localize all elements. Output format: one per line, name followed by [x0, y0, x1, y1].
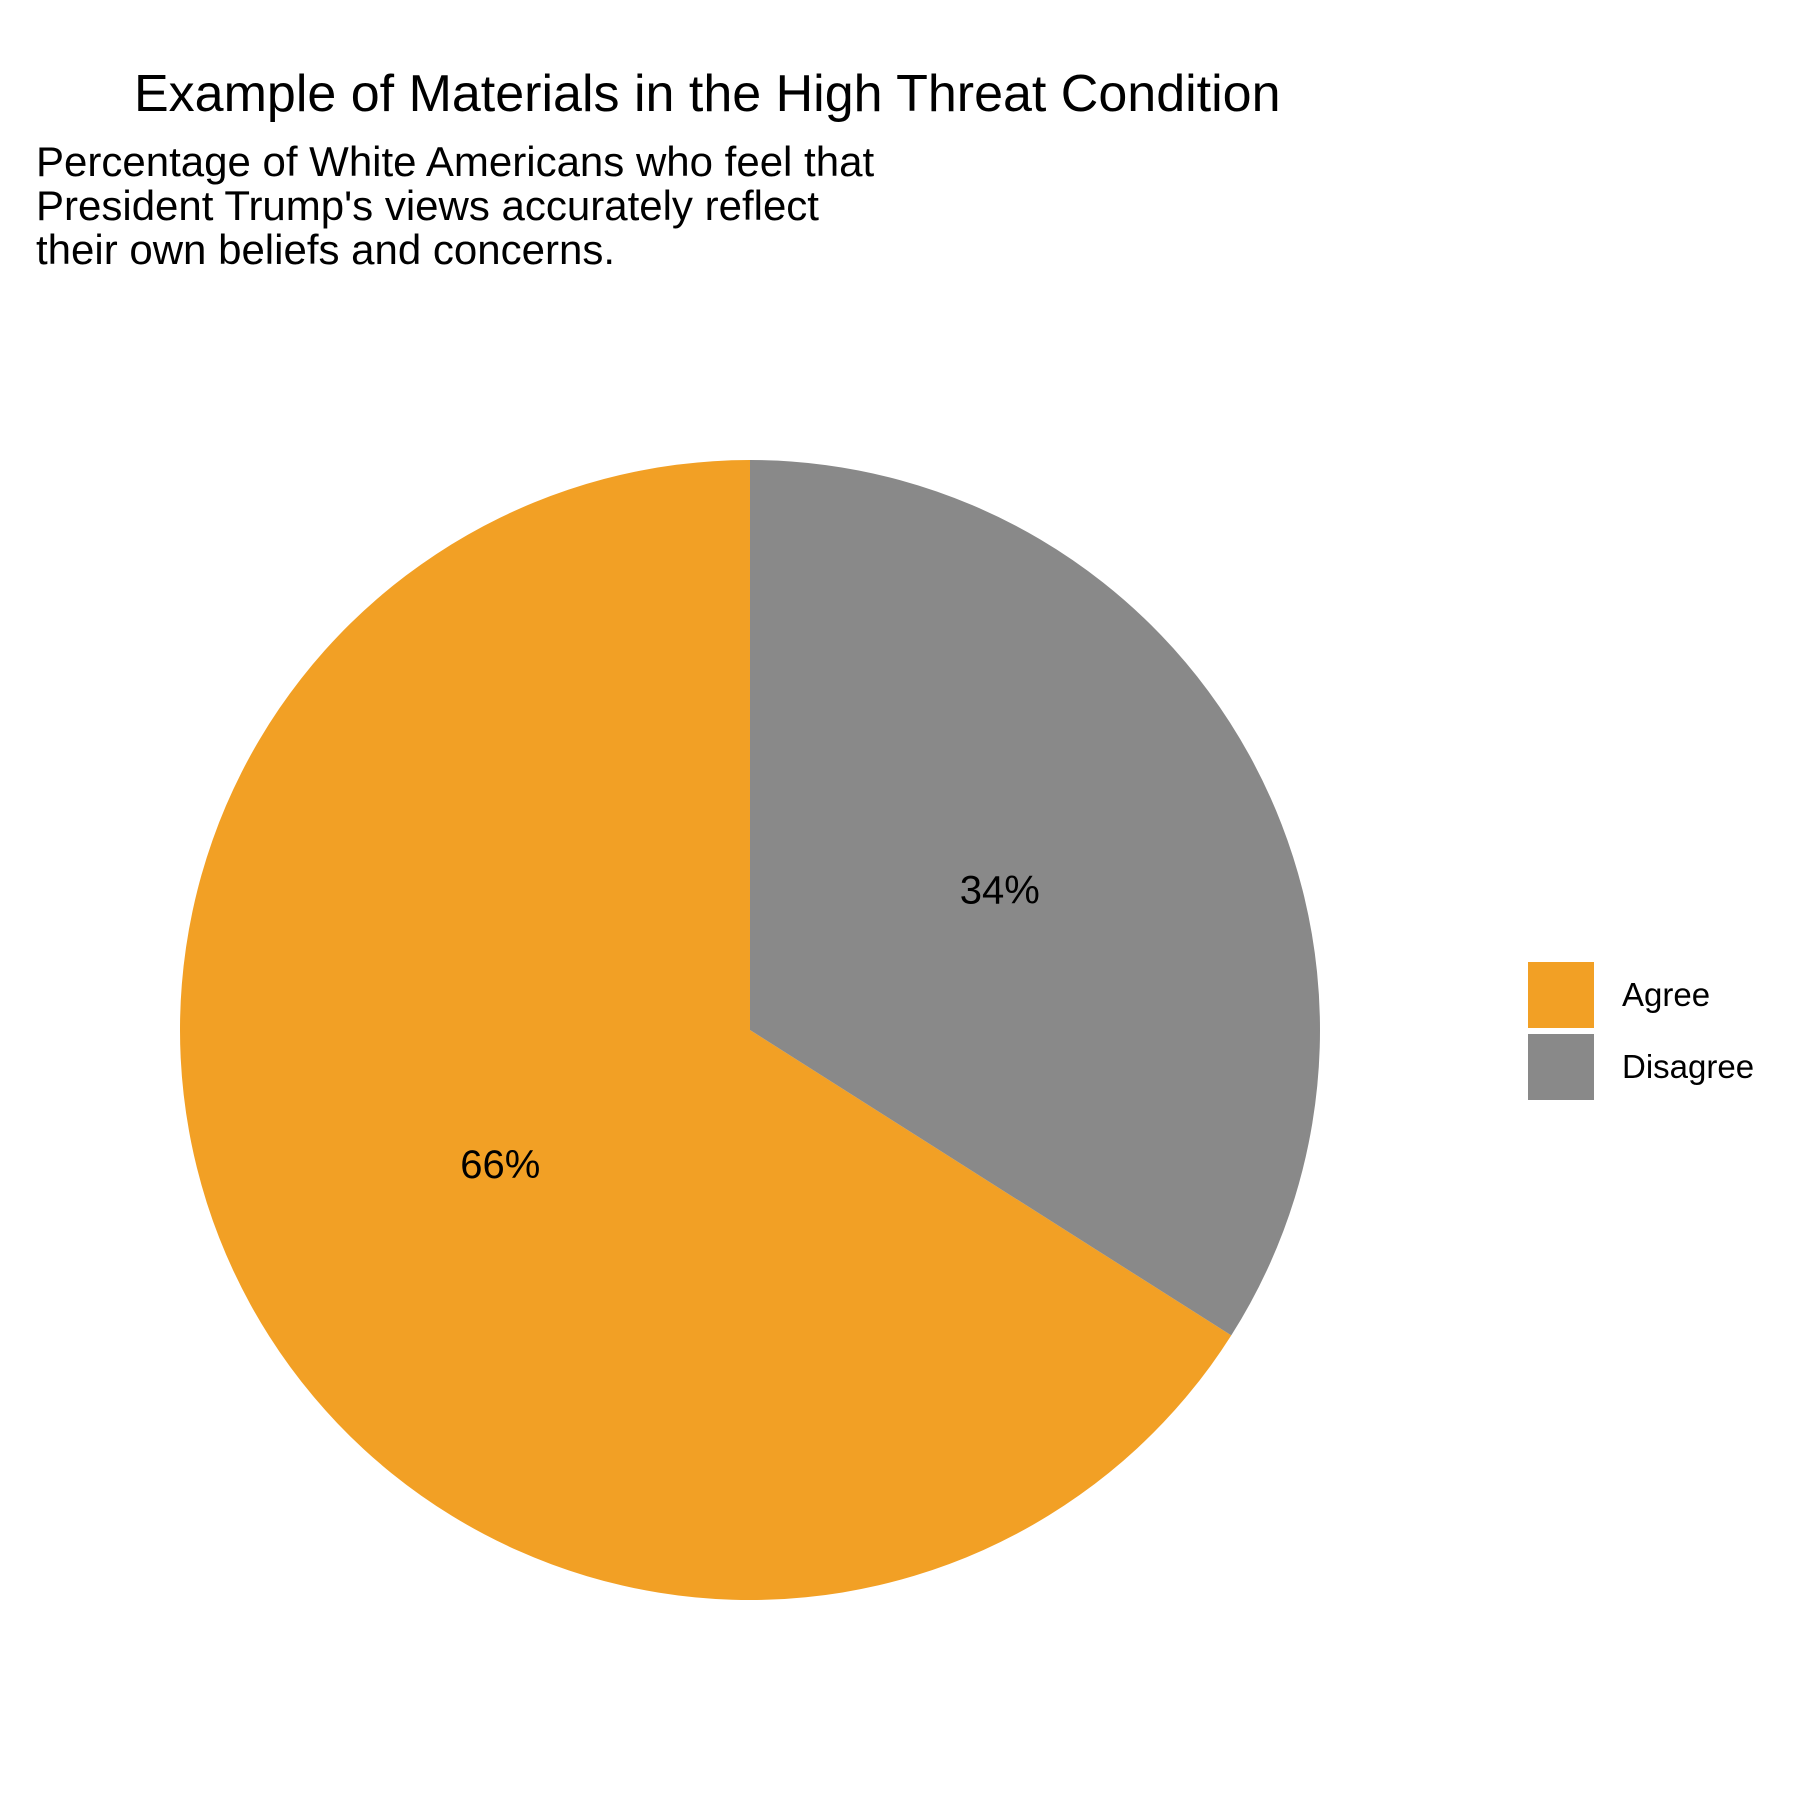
legend: Agree Disagree: [1528, 962, 1754, 1106]
pie-slice-disagree: [750, 460, 1320, 1336]
chart-subtitle: Percentage of White Americans who feel t…: [36, 140, 874, 272]
legend-swatch-agree: [1528, 962, 1594, 1028]
legend-item-disagree: Disagree: [1528, 1034, 1754, 1100]
subtitle-line-2: President Trump's views accurately refle…: [36, 182, 819, 229]
pie-slice-agree: [180, 460, 1232, 1601]
slice-label-agree: 66%: [460, 1143, 540, 1187]
legend-item-agree: Agree: [1528, 962, 1754, 1028]
slice-label-disagree: 34%: [960, 868, 1040, 912]
legend-label-disagree: Disagree: [1622, 1048, 1755, 1085]
legend-label-agree: Agree: [1622, 976, 1711, 1013]
chart-title: Example of Materials in the High Threat …: [134, 65, 1281, 123]
subtitle-line-3: their own beliefs and concerns.: [36, 226, 615, 273]
subtitle-line-1: Percentage of White Americans who feel t…: [36, 138, 875, 185]
legend-swatch-disagree: [1528, 1034, 1594, 1100]
